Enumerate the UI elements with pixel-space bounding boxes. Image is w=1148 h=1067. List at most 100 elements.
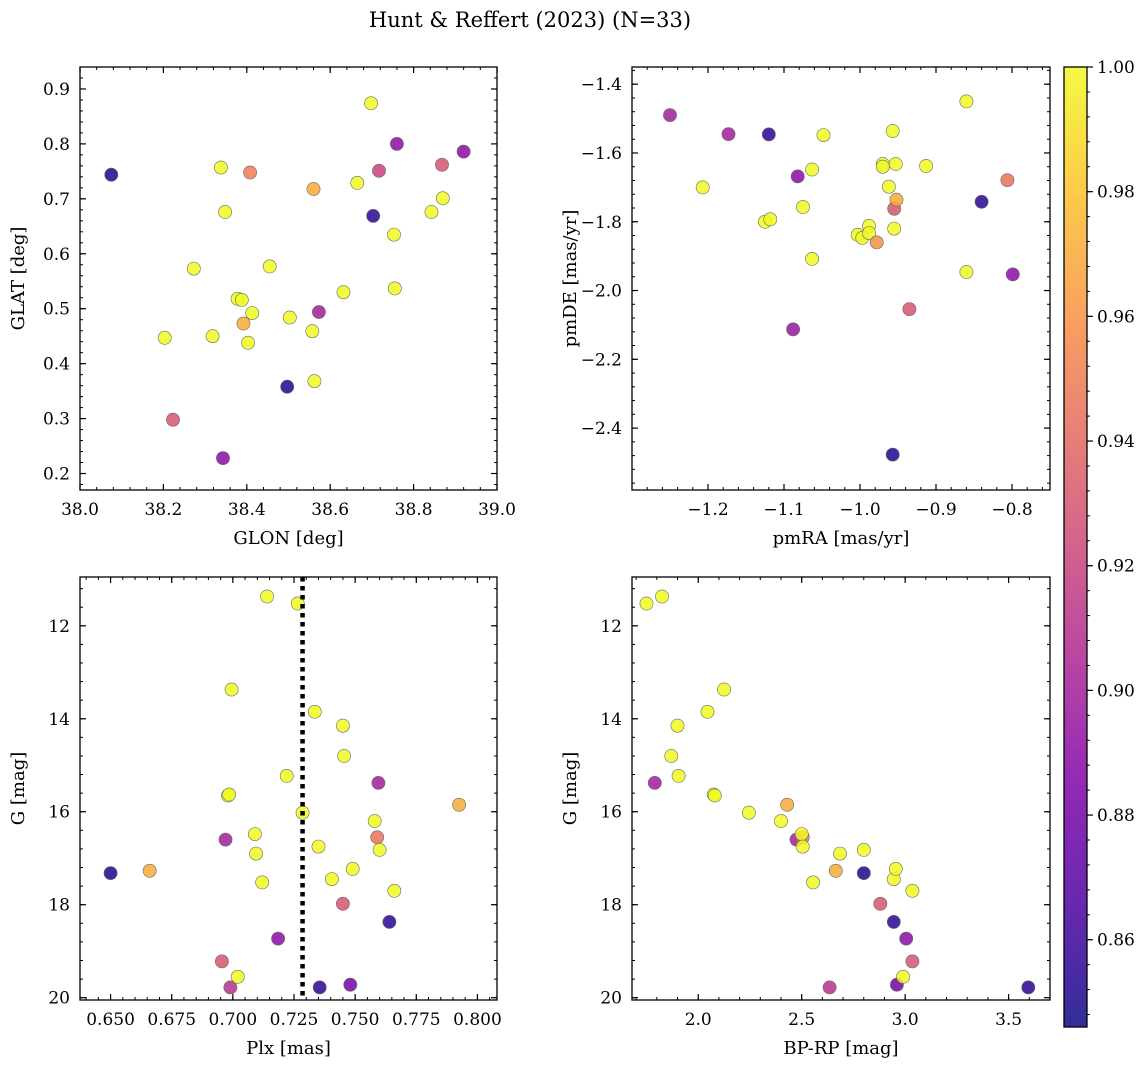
data-point bbox=[856, 866, 871, 880]
y-tick-label: 14 bbox=[48, 710, 70, 730]
data-point bbox=[205, 329, 220, 344]
data-point bbox=[886, 915, 901, 929]
data-point bbox=[311, 839, 326, 854]
y-tick-label: 14 bbox=[600, 710, 622, 730]
x-axis-label: Plx [mas] bbox=[246, 1038, 331, 1059]
y-axis-label: G [mag] bbox=[8, 752, 29, 825]
x-tick-label: 0.675 bbox=[147, 1010, 196, 1030]
data-point bbox=[974, 194, 989, 209]
data-point bbox=[311, 305, 326, 319]
x-tick-label: −1.1 bbox=[763, 500, 804, 520]
colorbar-tick-label: 0.94 bbox=[1097, 432, 1135, 452]
x-tick-label: 2.0 bbox=[685, 1010, 712, 1030]
x-tick-label: 0.650 bbox=[86, 1010, 135, 1030]
data-point bbox=[655, 589, 669, 604]
data-point bbox=[639, 596, 654, 611]
panel-2: −1.2 −1.1 −1.0 −0.9 −0.8 −2.4 −2.2 −2.0 −1.8 −1.6… bbox=[560, 66, 1051, 549]
data-point bbox=[280, 379, 295, 394]
data-point bbox=[271, 931, 285, 946]
data-point bbox=[796, 200, 810, 214]
colorbar-tick-label: 0.88 bbox=[1097, 806, 1135, 826]
colorbar-frame bbox=[1063, 66, 1088, 1028]
y-tick-label: 0.9 bbox=[43, 80, 70, 100]
colorbar-gradient bbox=[1064, 67, 1087, 1027]
ticks-panel-1: 38.0 38.2 38.4 38.6 38.8 39.0 0.2 0.3 0.4 0.5 0.6 0… bbox=[43, 66, 516, 520]
data-point bbox=[222, 787, 237, 802]
data-point bbox=[367, 814, 382, 828]
data-point bbox=[345, 862, 360, 876]
data-point bbox=[905, 883, 920, 898]
data-point bbox=[888, 862, 903, 876]
y-tick-label: −2.0 bbox=[581, 282, 622, 302]
data-point bbox=[671, 769, 686, 783]
data-point bbox=[307, 374, 322, 389]
y-tick-label: 0.5 bbox=[43, 300, 70, 320]
data-point bbox=[247, 827, 262, 841]
data-point bbox=[262, 259, 277, 274]
points-panel-1 bbox=[104, 96, 471, 465]
data-point bbox=[882, 179, 896, 194]
data-point bbox=[364, 96, 378, 111]
data-point bbox=[959, 265, 974, 279]
data-point bbox=[707, 788, 722, 803]
data-point bbox=[350, 175, 365, 190]
y-tick-label: −1.8 bbox=[581, 213, 622, 233]
data-point bbox=[214, 954, 229, 969]
colorbar-tick-label: 1.00 bbox=[1097, 58, 1135, 78]
data-point bbox=[899, 931, 914, 946]
data-point bbox=[875, 159, 890, 174]
x-tick-label: −1.0 bbox=[839, 500, 880, 520]
data-point bbox=[805, 251, 819, 266]
x-tick-label: −0.9 bbox=[915, 500, 956, 520]
data-point bbox=[456, 144, 471, 159]
panel-3: 0.650 0.675 0.700 0.725 0.750 0.775 0.800 12 14 1… bbox=[8, 576, 502, 1059]
y-tick-label: −1.6 bbox=[581, 144, 622, 164]
data-point bbox=[213, 160, 228, 175]
x-tick-label: 2.5 bbox=[788, 1010, 815, 1030]
colorbar-tick-label: 0.90 bbox=[1097, 681, 1135, 701]
data-point bbox=[260, 589, 274, 604]
data-point bbox=[186, 261, 201, 276]
panel-1: 38.0 38.2 38.4 38.6 38.8 39.0 0.2 0.3 0.4 0.5 0.6 0… bbox=[8, 66, 516, 549]
data-point bbox=[1005, 267, 1020, 282]
data-point bbox=[856, 843, 871, 857]
colorbar: 0.86 0.88 0.90 0.92 0.94 0.96 0.98 1.00 bbox=[1063, 58, 1135, 1028]
ticks-panel-3: 0.650 0.675 0.700 0.725 0.750 0.775 0.800 12 14 1… bbox=[48, 577, 502, 1030]
y-tick-label: −1.4 bbox=[581, 75, 622, 95]
data-point bbox=[216, 451, 230, 465]
data-point bbox=[1021, 980, 1036, 995]
y-tick-label: 0.2 bbox=[43, 465, 70, 485]
data-point bbox=[695, 180, 710, 195]
data-point bbox=[371, 776, 386, 790]
data-point bbox=[249, 846, 263, 861]
data-point bbox=[335, 718, 350, 733]
x-tick-label: 38.4 bbox=[228, 500, 266, 520]
data-point bbox=[888, 157, 903, 171]
data-point bbox=[1000, 173, 1015, 187]
data-point bbox=[218, 832, 233, 847]
data-point bbox=[389, 136, 404, 151]
y-tick-label: 16 bbox=[48, 803, 70, 823]
panel-4: 2.0 2.5 3.0 3.5 12 14 16 18 20 BP-RP [mag] G [mag] bbox=[560, 576, 1051, 1059]
x-tick-label: 0.725 bbox=[270, 1010, 319, 1030]
data-point bbox=[336, 285, 351, 300]
data-point bbox=[805, 162, 819, 177]
y-tick-label: 0.7 bbox=[43, 190, 70, 210]
data-point bbox=[387, 883, 402, 898]
ticks-panel-2: −1.2 −1.1 −1.0 −0.9 −0.8 −2.4 −2.2 −2.0 −1.8 −1.6… bbox=[581, 67, 1050, 520]
data-point bbox=[387, 281, 402, 296]
x-axis-label: pmRA [mas/yr] bbox=[773, 528, 910, 549]
axes-frame bbox=[631, 576, 1051, 1001]
data-point bbox=[790, 169, 805, 184]
x-tick-label: 38.2 bbox=[144, 500, 182, 520]
y-tick-label: 0.8 bbox=[43, 135, 70, 155]
data-point bbox=[919, 159, 933, 173]
data-point bbox=[780, 797, 795, 812]
data-point bbox=[234, 292, 249, 307]
data-point bbox=[282, 310, 297, 325]
data-point bbox=[103, 866, 118, 880]
data-point bbox=[721, 127, 736, 142]
data-point bbox=[166, 412, 180, 427]
x-tick-label: 3.0 bbox=[892, 1010, 919, 1030]
